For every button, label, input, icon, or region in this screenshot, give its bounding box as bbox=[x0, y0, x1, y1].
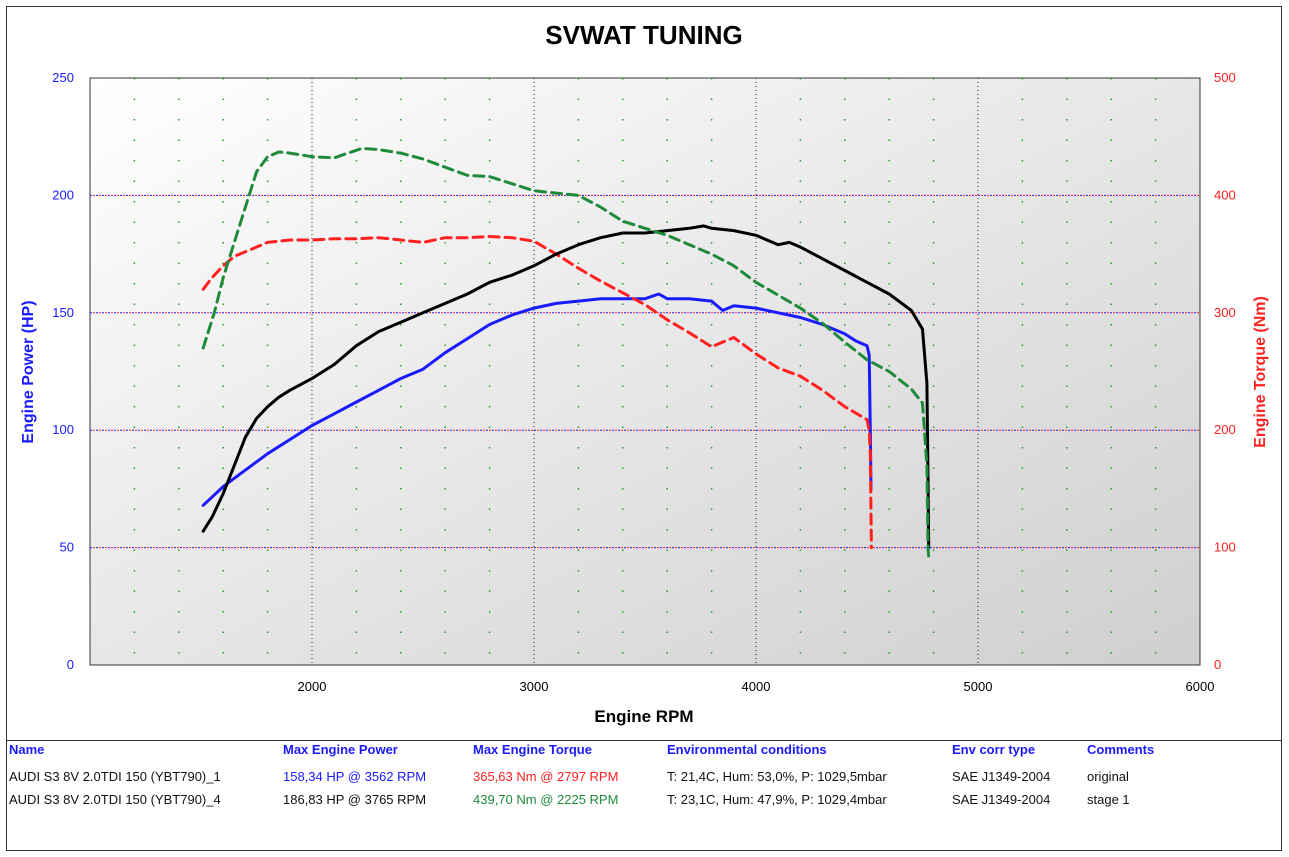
y-right-tick-label: 500 bbox=[1214, 70, 1236, 85]
header-env: Environmental conditions bbox=[667, 742, 827, 757]
y-left-tick-label: 50 bbox=[60, 540, 74, 555]
y-right-tick-label: 400 bbox=[1214, 187, 1236, 202]
row-1-comments: original bbox=[1087, 769, 1129, 784]
row-2-comments: stage 1 bbox=[1087, 792, 1130, 807]
row-1-max-power: 158,34 HP @ 3562 RPM bbox=[283, 769, 427, 784]
y-right-tick-label: 300 bbox=[1214, 305, 1236, 320]
y-left-tick-label: 150 bbox=[52, 305, 74, 320]
y-left-tick-label: 100 bbox=[52, 422, 74, 437]
header-max-torque: Max Engine Torque bbox=[473, 742, 592, 757]
row-2-max-torque: 439,70 Nm @ 2225 RPM bbox=[473, 792, 619, 807]
x-tick-label: 5000 bbox=[964, 679, 993, 694]
x-tick-label: 6000 bbox=[1186, 679, 1215, 694]
grid-layer bbox=[90, 78, 1200, 665]
header-env-corr: Env corr type bbox=[952, 742, 1036, 757]
header-comments: Comments bbox=[1087, 742, 1155, 757]
y-right-tick-label: 100 bbox=[1214, 540, 1236, 555]
row-2-env: T: 23,1C, Hum: 47,9%, P: 1029,4mbar bbox=[667, 792, 887, 807]
series-line-power-stage1 bbox=[201, 224, 931, 550]
x-tick-label: 3000 bbox=[520, 679, 549, 694]
row-2-max-power: 186,83 HP @ 3765 RPM bbox=[283, 792, 427, 807]
row-2-env-corr: SAE J1349-2004 bbox=[952, 792, 1051, 807]
row-1-env: T: 21,4C, Hum: 53,0%, P: 1029,5mbar bbox=[667, 769, 887, 784]
chart-title: SVWAT TUNING bbox=[545, 20, 742, 50]
y-axis-label-right: Engine Torque (Nm) bbox=[1252, 296, 1269, 448]
x-axis-label: Engine RPM bbox=[594, 707, 693, 726]
series-line-torque-stage1 bbox=[201, 146, 931, 559]
row-1-env-corr: SAE J1349-2004 bbox=[952, 769, 1051, 784]
x-tick-label: 4000 bbox=[742, 679, 771, 694]
y-axis-label-left: Engine Power (HP) bbox=[20, 300, 37, 443]
header-name: Name bbox=[9, 742, 45, 757]
row-2-name: AUDI S3 8V 2.0TDI 150 (YBT790)_4 bbox=[9, 792, 221, 807]
header-max-power: Max Engine Power bbox=[283, 742, 398, 757]
y-right-tick-label: 0 bbox=[1214, 657, 1221, 672]
row-1-max-torque: 365,63 Nm @ 2797 RPM bbox=[473, 769, 619, 784]
row-1-name: AUDI S3 8V 2.0TDI 150 (YBT790)_1 bbox=[9, 769, 221, 784]
series-layer bbox=[201, 146, 931, 559]
y-right-tick-label: 200 bbox=[1214, 422, 1236, 437]
y-left-tick-label: 250 bbox=[52, 70, 74, 85]
plot-area bbox=[89, 77, 1201, 666]
y-left-tick-label: 0 bbox=[67, 657, 74, 672]
series-line-torque-original bbox=[201, 235, 873, 550]
dyno-chart: SVWAT TUNING 2000 3000 4000 5000 60000501001… bbox=[20, 20, 1269, 726]
x-tick-label: 2000 bbox=[298, 679, 327, 694]
axis-layer: 2000 3000 4000 5000 6000 0 50 100 150 200 250 0 100 2… bbox=[52, 70, 1235, 694]
y-left-tick-label: 200 bbox=[52, 187, 74, 202]
results-table: Name Max Engine Power Max Engine Torque … bbox=[6, 740, 1282, 851]
